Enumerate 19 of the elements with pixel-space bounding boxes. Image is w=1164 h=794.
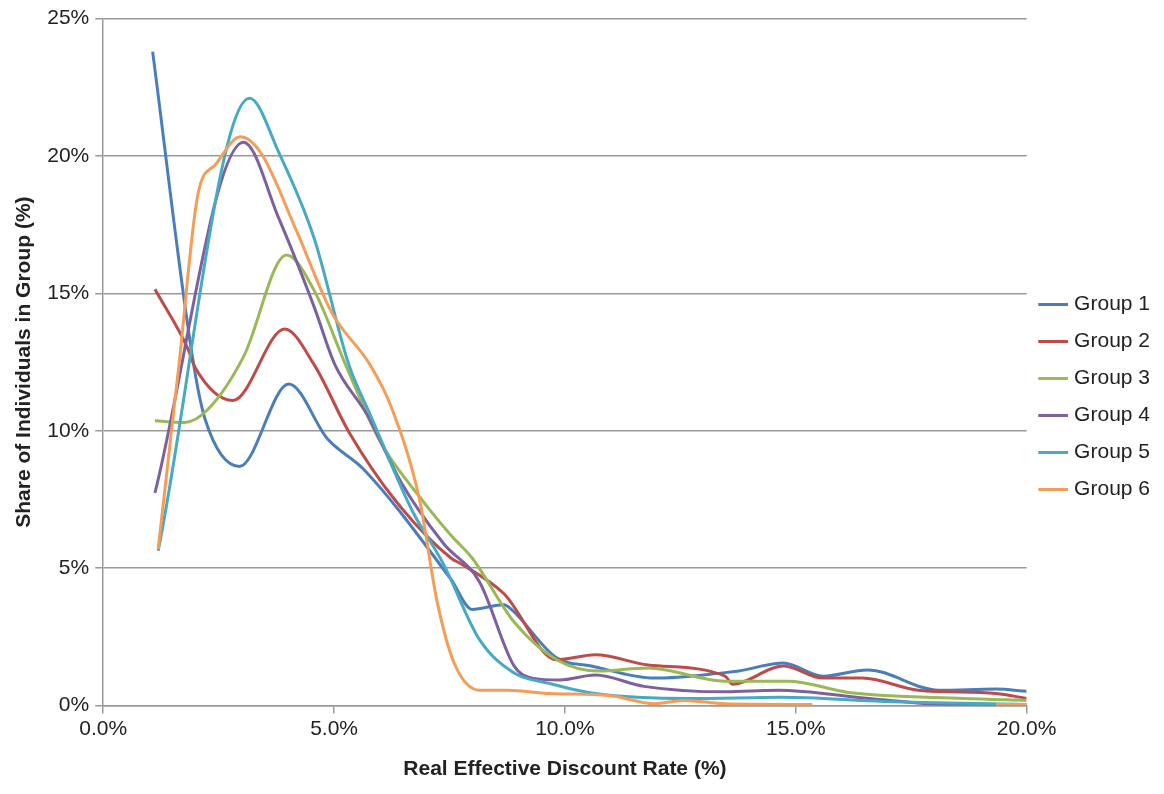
y-tick-label: 5% (58, 555, 90, 578)
legend-label: Group 1 (1074, 291, 1151, 315)
y-tick-label: 0% (58, 692, 90, 716)
x-axis-title: Real Effective Discount Rate (%) (403, 756, 727, 780)
y-tick-label: 20% (47, 142, 90, 166)
y-tick-label: 10% (47, 417, 90, 441)
legend-label: Group 2 (1074, 328, 1151, 352)
x-tick-label: 0.0% (79, 716, 128, 739)
x-tick-label: 10.0% (535, 716, 595, 739)
x-tick-label: 20.0% (996, 716, 1057, 739)
y-tick-label: 25% (47, 5, 90, 29)
y-tick-label: 15% (47, 280, 90, 304)
legend-label: Group 5 (1074, 439, 1151, 463)
legend-label: Group 6 (1074, 476, 1151, 500)
legend-label: Group 4 (1074, 402, 1151, 426)
legend-label: Group 3 (1074, 365, 1151, 389)
x-tick-label: 5.0% (310, 716, 359, 739)
x-tick-label: 15.0% (766, 716, 826, 739)
y-axis-title: Share of Individuals in Group (%) (11, 196, 35, 528)
